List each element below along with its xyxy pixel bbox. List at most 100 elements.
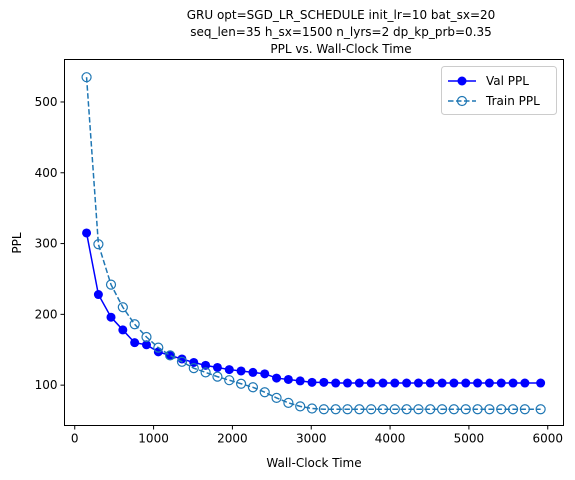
train-ppl-point: [117, 302, 128, 313]
y-tick-label: 100: [35, 378, 58, 392]
legend-train-marker: [456, 95, 468, 107]
val-ppl-point: [319, 377, 329, 387]
title-line-1: GRU opt=SGD_LR_SCHEDULE init_lr=10 bat_s…: [187, 8, 496, 22]
val-ppl-point: [236, 366, 246, 376]
train-ppl-point: [507, 404, 519, 415]
train-ppl-point: [224, 375, 235, 386]
train-ppl-point: [247, 382, 259, 393]
val-ppl-point: [224, 365, 234, 375]
val-ppl-point: [536, 378, 546, 388]
val-ppl-point: [283, 374, 293, 384]
val-ppl-point: [425, 378, 435, 388]
val-ppl-point: [402, 378, 412, 388]
y-tick-label: 300: [35, 237, 58, 251]
val-ppl-point: [449, 378, 459, 388]
val-ppl-point: [508, 378, 518, 388]
train-ppl-point: [153, 342, 164, 353]
title-line-3: PPL vs. Wall-Clock Time: [270, 42, 411, 56]
x-tick-label: 6000: [532, 432, 563, 446]
legend-val-marker: [457, 76, 467, 86]
x-tick-label: 1000: [138, 432, 169, 446]
train-ppl-point: [93, 239, 104, 250]
val-ppl-point: [343, 378, 352, 388]
train-ppl-point: [401, 404, 412, 415]
val-ppl-point: [189, 357, 199, 367]
y-tick-label: 500: [35, 95, 58, 109]
val-ppl-point: [307, 377, 317, 387]
plot-series: [81, 72, 546, 415]
val-ppl-point: [295, 376, 305, 386]
train-ppl-point: [176, 356, 188, 367]
val-ppl-point: [118, 325, 128, 335]
legend-val-label: Val PPL: [486, 74, 529, 88]
plot-frame: [64, 59, 564, 426]
val-ppl-point: [484, 378, 494, 388]
val-ppl-point: [106, 312, 116, 322]
train-ppl-point: [295, 401, 306, 412]
train-ppl-point: [271, 392, 282, 403]
train-ppl-point: [129, 319, 140, 330]
train-ppl-point: [188, 363, 199, 374]
val-ppl-point: [201, 360, 211, 370]
train-ppl-point: [165, 350, 176, 361]
train-ppl-point: [366, 404, 377, 415]
train-ppl-point: [472, 404, 483, 415]
val-ppl-point: [390, 378, 400, 388]
x-tick-label: 5000: [454, 432, 485, 446]
legend-train-label: Train PPL: [485, 94, 540, 108]
x-tick-label: 3000: [296, 432, 327, 446]
y-axis-label: PPL: [10, 232, 24, 253]
x-axis-label: Wall-Clock Time: [266, 456, 361, 470]
val-ppl-point: [272, 373, 282, 383]
train-ppl-point: [259, 387, 270, 398]
legend-box: [441, 66, 557, 115]
train-ppl-point: [535, 404, 546, 415]
train-ppl-point: [212, 371, 223, 382]
train-ppl-point: [306, 403, 318, 414]
train-ppl-point: [81, 72, 92, 83]
train-ppl-point: [425, 404, 436, 415]
val-ppl-point: [82, 228, 92, 238]
train-ppl-point: [413, 404, 424, 415]
train-ppl-point: [235, 378, 247, 389]
train-ppl-point: [318, 404, 329, 415]
train-ppl-point: [141, 331, 152, 343]
chart-title: GRU opt=SGD_LR_SCHEDULE init_lr=10 bat_s…: [187, 8, 496, 56]
val-ppl-point: [212, 362, 222, 372]
axis-ticks: 0 1000 2000 3000 4000 5000 6000 100 200 300 400 500: [35, 95, 563, 446]
train-ppl-point: [484, 404, 495, 415]
y-tick-label: 400: [35, 166, 58, 180]
val-ppl-point: [130, 338, 140, 348]
train-ppl-point: [342, 404, 353, 415]
train-ppl-line: [85, 77, 541, 410]
val-ppl-point: [496, 378, 506, 388]
val-ppl-line: [85, 232, 541, 384]
x-tick-label: 4000: [375, 432, 406, 446]
x-tick-label: 2000: [217, 432, 248, 446]
title-line-2: seq_len=35 h_sx=1500 n_lyrs=2 dp_kp_prb=…: [190, 25, 492, 39]
train-ppl-point: [283, 397, 294, 408]
val-ppl-point: [366, 378, 376, 388]
val-ppl-point: [93, 290, 103, 300]
train-ppl-point: [496, 404, 507, 415]
x-tick-label: 0: [71, 432, 79, 446]
val-ppl-point: [461, 378, 471, 388]
train-ppl-point: [460, 404, 471, 415]
train-ppl-point: [389, 404, 400, 415]
train-ppl-point: [354, 404, 365, 415]
val-ppl-point: [437, 378, 447, 388]
val-ppl-point: [354, 378, 364, 388]
train-ppl-point: [330, 404, 341, 415]
train-ppl-point: [200, 367, 211, 378]
train-ppl-point: [377, 404, 389, 415]
val-ppl-point: [260, 369, 270, 379]
train-ppl-point: [519, 404, 530, 415]
val-ppl-point: [413, 378, 423, 388]
val-ppl-point: [331, 378, 341, 388]
val-ppl-point: [141, 340, 151, 350]
train-ppl-point: [105, 279, 117, 290]
val-ppl-point: [520, 378, 530, 388]
train-ppl-point: [448, 404, 460, 415]
val-ppl-point: [248, 367, 258, 377]
